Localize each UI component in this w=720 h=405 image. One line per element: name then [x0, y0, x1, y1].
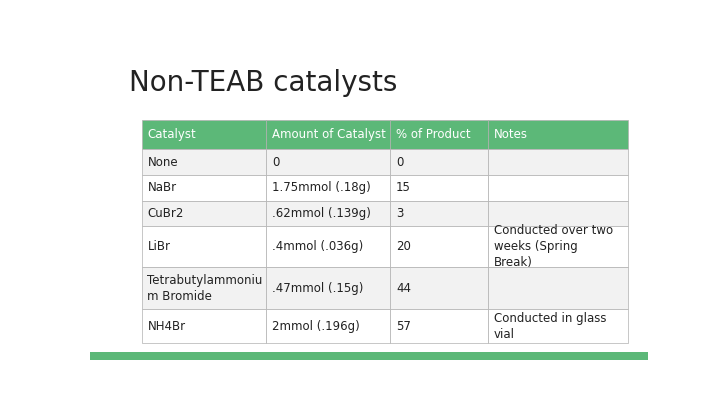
Bar: [390, 175, 488, 200]
Bar: [488, 149, 629, 175]
Text: Catalyst: Catalyst: [148, 128, 197, 141]
Bar: [488, 120, 629, 149]
Bar: [266, 120, 390, 149]
Bar: [266, 309, 390, 343]
Text: .62mmol (.139g): .62mmol (.139g): [271, 207, 371, 220]
Text: .4mmol (.036g): .4mmol (.036g): [271, 240, 363, 254]
Bar: [390, 309, 488, 343]
Text: NaBr: NaBr: [148, 181, 176, 194]
Text: Conducted in glass
vial: Conducted in glass vial: [494, 311, 606, 341]
Text: Amount of Catalyst: Amount of Catalyst: [271, 128, 386, 141]
Text: 1.75mmol (.18g): 1.75mmol (.18g): [271, 181, 371, 194]
Bar: [390, 226, 488, 267]
Bar: [390, 149, 488, 175]
Text: 0: 0: [396, 156, 403, 168]
Bar: [488, 175, 629, 200]
Text: Conducted over two
weeks (Spring
Break): Conducted over two weeks (Spring Break): [494, 224, 613, 269]
Text: 0: 0: [271, 156, 279, 168]
Bar: [266, 226, 390, 267]
Bar: [142, 120, 266, 149]
Text: Notes: Notes: [494, 128, 528, 141]
Text: 20: 20: [396, 240, 411, 254]
Bar: [142, 200, 266, 226]
Bar: [142, 226, 266, 267]
Text: 3: 3: [396, 207, 403, 220]
Bar: [142, 149, 266, 175]
Bar: [390, 200, 488, 226]
Text: 57: 57: [396, 320, 411, 333]
Bar: [142, 309, 266, 343]
Bar: [266, 200, 390, 226]
Text: CuBr2: CuBr2: [148, 207, 184, 220]
Bar: [266, 175, 390, 200]
Text: 44: 44: [396, 281, 411, 294]
Text: None: None: [148, 156, 178, 168]
Bar: [266, 267, 390, 309]
Bar: [390, 267, 488, 309]
Text: .47mmol (.15g): .47mmol (.15g): [271, 281, 363, 294]
Text: 15: 15: [396, 181, 411, 194]
Bar: [142, 267, 266, 309]
Bar: [142, 175, 266, 200]
Bar: [266, 149, 390, 175]
Bar: [488, 309, 629, 343]
Bar: [390, 120, 488, 149]
Bar: [488, 200, 629, 226]
Bar: [488, 267, 629, 309]
Text: 2mmol (.196g): 2mmol (.196g): [271, 320, 359, 333]
Text: NH4Br: NH4Br: [148, 320, 186, 333]
Bar: [488, 226, 629, 267]
Bar: [90, 352, 648, 360]
Text: Non-TEAB catalysts: Non-TEAB catalysts: [129, 69, 397, 97]
Text: % of Product: % of Product: [396, 128, 471, 141]
Text: Tetrabutylammoniu
m Bromide: Tetrabutylammoniu m Bromide: [148, 274, 263, 303]
Text: LiBr: LiBr: [148, 240, 171, 254]
